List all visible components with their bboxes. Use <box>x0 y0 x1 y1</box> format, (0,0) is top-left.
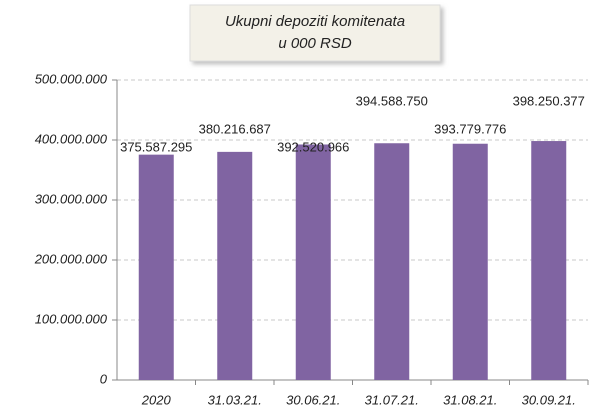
value-label: 393.779.776 <box>434 121 506 136</box>
bar <box>452 143 488 380</box>
x-tick-label: 31.07.21. <box>365 392 419 407</box>
y-tick-label: 300.000.000 <box>35 191 108 206</box>
value-label: 392.520.966 <box>277 139 349 154</box>
value-label: 398.250.377 <box>513 93 585 108</box>
y-tick-label: 200.000.000 <box>34 251 108 266</box>
chart-subtitle: u 000 RSD <box>278 35 352 52</box>
y-tick-label: 0 <box>100 371 108 386</box>
y-tick-label: 100.000.000 <box>35 311 108 326</box>
x-tick-label: 31.08.21. <box>443 392 497 407</box>
bar <box>217 151 253 380</box>
bar <box>374 143 410 380</box>
x-tick-label: 2020 <box>141 392 172 407</box>
y-tick-label: 500.000.000 <box>35 71 108 86</box>
x-tick-label: 31.03.21. <box>208 392 262 407</box>
x-tick-label: 30.09.21. <box>522 392 576 407</box>
title-box <box>189 4 441 62</box>
bar <box>138 154 174 380</box>
y-tick-label: 400.000.000 <box>35 131 108 146</box>
value-label: 394.588.750 <box>356 93 428 108</box>
bar <box>531 141 567 380</box>
value-label: 375.587.295 <box>120 139 192 154</box>
x-tick-label: 30.06.21. <box>286 392 340 407</box>
chart-title: Ukupni depoziti komitenata <box>225 13 405 30</box>
value-label: 380.216.687 <box>199 121 271 136</box>
bar <box>295 144 331 380</box>
